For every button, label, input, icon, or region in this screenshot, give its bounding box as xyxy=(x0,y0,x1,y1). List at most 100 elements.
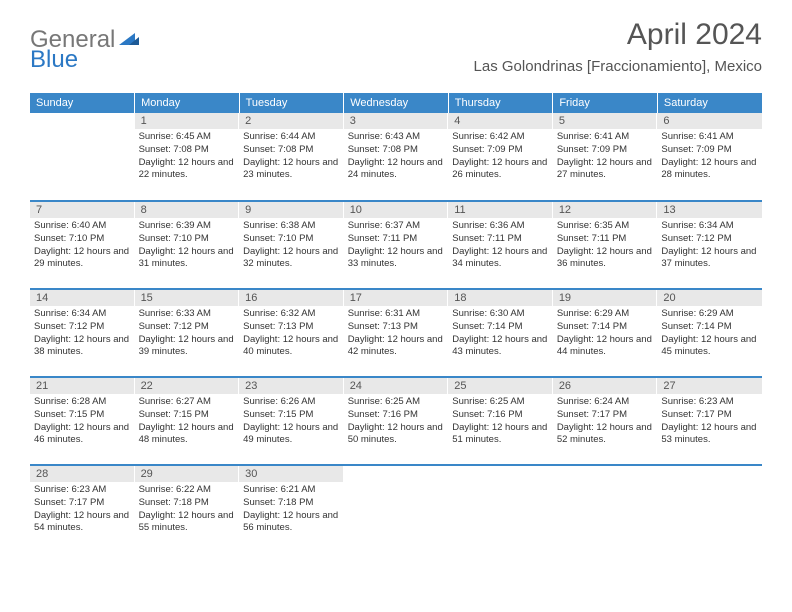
calendar-body: .1Sunrise: 6:45 AMSunset: 7:08 PMDayligh… xyxy=(30,113,762,553)
day-number: 19 xyxy=(553,290,658,306)
day-number: 11 xyxy=(448,202,553,218)
day-number: 15 xyxy=(135,290,240,306)
day-number: 28 xyxy=(30,466,135,482)
page-header: General April 2024 Las Golondrinas [Frac… xyxy=(0,0,792,83)
calendar-day-cell: 20Sunrise: 6:29 AMSunset: 7:14 PMDayligh… xyxy=(657,289,762,377)
calendar-day-cell: 12Sunrise: 6:35 AMSunset: 7:11 PMDayligh… xyxy=(553,201,658,289)
day-details: Sunrise: 6:42 AMSunset: 7:09 PMDaylight:… xyxy=(448,129,553,184)
day-details: Sunrise: 6:36 AMSunset: 7:11 PMDaylight:… xyxy=(448,218,553,273)
day-details: Sunrise: 6:24 AMSunset: 7:17 PMDaylight:… xyxy=(553,394,658,449)
day-details: Sunrise: 6:22 AMSunset: 7:18 PMDaylight:… xyxy=(135,482,240,537)
calendar-day-cell: . xyxy=(30,113,135,201)
day-number: 25 xyxy=(448,378,553,394)
calendar-day-cell: 4Sunrise: 6:42 AMSunset: 7:09 PMDaylight… xyxy=(448,113,553,201)
day-details: Sunrise: 6:21 AMSunset: 7:18 PMDaylight:… xyxy=(239,482,344,537)
day-number: 18 xyxy=(448,290,553,306)
day-details: Sunrise: 6:44 AMSunset: 7:08 PMDaylight:… xyxy=(239,129,344,184)
day-details: Sunrise: 6:25 AMSunset: 7:16 PMDaylight:… xyxy=(448,394,553,449)
calendar-day-cell: 10Sunrise: 6:37 AMSunset: 7:11 PMDayligh… xyxy=(344,201,449,289)
day-details: Sunrise: 6:41 AMSunset: 7:09 PMDaylight:… xyxy=(657,129,762,184)
day-number: 9 xyxy=(239,202,344,218)
day-details: Sunrise: 6:30 AMSunset: 7:14 PMDaylight:… xyxy=(448,306,553,361)
day-number: 2 xyxy=(239,113,344,129)
calendar-day-cell: 28Sunrise: 6:23 AMSunset: 7:17 PMDayligh… xyxy=(30,465,135,553)
day-number: 8 xyxy=(135,202,240,218)
page-title: April 2024 xyxy=(474,18,762,52)
calendar-day-cell: 6Sunrise: 6:41 AMSunset: 7:09 PMDaylight… xyxy=(657,113,762,201)
day-number: 3 xyxy=(344,113,449,129)
day-number: 24 xyxy=(344,378,449,394)
calendar-day-cell: 15Sunrise: 6:33 AMSunset: 7:12 PMDayligh… xyxy=(135,289,240,377)
day-details: Sunrise: 6:38 AMSunset: 7:10 PMDaylight:… xyxy=(239,218,344,273)
day-number: 23 xyxy=(239,378,344,394)
day-details: Sunrise: 6:29 AMSunset: 7:14 PMDaylight:… xyxy=(657,306,762,361)
title-block: April 2024 Las Golondrinas [Fraccionamie… xyxy=(474,18,762,75)
day-details: Sunrise: 6:23 AMSunset: 7:17 PMDaylight:… xyxy=(657,394,762,449)
day-details: Sunrise: 6:40 AMSunset: 7:10 PMDaylight:… xyxy=(30,218,135,273)
day-number: 21 xyxy=(30,378,135,394)
day-number: 14 xyxy=(30,290,135,306)
calendar-day-cell: 18Sunrise: 6:30 AMSunset: 7:14 PMDayligh… xyxy=(448,289,553,377)
calendar-day-cell: 13Sunrise: 6:34 AMSunset: 7:12 PMDayligh… xyxy=(657,201,762,289)
day-details: Sunrise: 6:35 AMSunset: 7:11 PMDaylight:… xyxy=(553,218,658,273)
calendar-week-row: 21Sunrise: 6:28 AMSunset: 7:15 PMDayligh… xyxy=(30,377,762,465)
day-details: Sunrise: 6:34 AMSunset: 7:12 PMDaylight:… xyxy=(657,218,762,273)
calendar-day-cell: 17Sunrise: 6:31 AMSunset: 7:13 PMDayligh… xyxy=(344,289,449,377)
calendar-day-cell: 9Sunrise: 6:38 AMSunset: 7:10 PMDaylight… xyxy=(239,201,344,289)
calendar-week-row: 28Sunrise: 6:23 AMSunset: 7:17 PMDayligh… xyxy=(30,465,762,553)
day-details: Sunrise: 6:28 AMSunset: 7:15 PMDaylight:… xyxy=(30,394,135,449)
day-number: 5 xyxy=(553,113,658,129)
calendar-day-cell: 30Sunrise: 6:21 AMSunset: 7:18 PMDayligh… xyxy=(239,465,344,553)
logo-triangle-icon xyxy=(119,31,139,47)
calendar-day-cell: 5Sunrise: 6:41 AMSunset: 7:09 PMDaylight… xyxy=(553,113,658,201)
day-header: Sunday xyxy=(30,93,135,113)
calendar-week-row: 14Sunrise: 6:34 AMSunset: 7:12 PMDayligh… xyxy=(30,289,762,377)
calendar-head: SundayMondayTuesdayWednesdayThursdayFrid… xyxy=(30,93,762,113)
day-details: Sunrise: 6:43 AMSunset: 7:08 PMDaylight:… xyxy=(344,129,449,184)
day-number: 12 xyxy=(553,202,658,218)
day-number: 6 xyxy=(657,113,762,129)
day-details: Sunrise: 6:31 AMSunset: 7:13 PMDaylight:… xyxy=(344,306,449,361)
day-number: 7 xyxy=(30,202,135,218)
day-number: 29 xyxy=(135,466,240,482)
calendar-day-cell xyxy=(448,465,553,553)
day-details: Sunrise: 6:33 AMSunset: 7:12 PMDaylight:… xyxy=(135,306,240,361)
day-details: Sunrise: 6:45 AMSunset: 7:08 PMDaylight:… xyxy=(135,129,240,184)
day-number: 20 xyxy=(657,290,762,306)
day-details: Sunrise: 6:26 AMSunset: 7:15 PMDaylight:… xyxy=(239,394,344,449)
day-header-row: SundayMondayTuesdayWednesdayThursdayFrid… xyxy=(30,93,762,113)
calendar-day-cell: 2Sunrise: 6:44 AMSunset: 7:08 PMDaylight… xyxy=(239,113,344,201)
calendar-week-row: .1Sunrise: 6:45 AMSunset: 7:08 PMDayligh… xyxy=(30,113,762,201)
calendar-day-cell: 21Sunrise: 6:28 AMSunset: 7:15 PMDayligh… xyxy=(30,377,135,465)
calendar-day-cell: 11Sunrise: 6:36 AMSunset: 7:11 PMDayligh… xyxy=(448,201,553,289)
day-details: Sunrise: 6:32 AMSunset: 7:13 PMDaylight:… xyxy=(239,306,344,361)
day-number: 27 xyxy=(657,378,762,394)
day-details: Sunrise: 6:25 AMSunset: 7:16 PMDaylight:… xyxy=(344,394,449,449)
day-number: 13 xyxy=(657,202,762,218)
calendar-table: SundayMondayTuesdayWednesdayThursdayFrid… xyxy=(30,93,762,553)
calendar-day-cell: 8Sunrise: 6:39 AMSunset: 7:10 PMDaylight… xyxy=(135,201,240,289)
calendar-day-cell: 14Sunrise: 6:34 AMSunset: 7:12 PMDayligh… xyxy=(30,289,135,377)
calendar-day-cell xyxy=(657,465,762,553)
calendar-week-row: 7Sunrise: 6:40 AMSunset: 7:10 PMDaylight… xyxy=(30,201,762,289)
calendar-day-cell: 25Sunrise: 6:25 AMSunset: 7:16 PMDayligh… xyxy=(448,377,553,465)
location-subtitle: Las Golondrinas [Fraccionamiento], Mexic… xyxy=(474,58,762,75)
calendar-day-cell: 29Sunrise: 6:22 AMSunset: 7:18 PMDayligh… xyxy=(135,465,240,553)
calendar-day-cell: 22Sunrise: 6:27 AMSunset: 7:15 PMDayligh… xyxy=(135,377,240,465)
calendar-day-cell: 7Sunrise: 6:40 AMSunset: 7:10 PMDaylight… xyxy=(30,201,135,289)
day-details: Sunrise: 6:29 AMSunset: 7:14 PMDaylight:… xyxy=(553,306,658,361)
day-header: Tuesday xyxy=(239,93,344,113)
day-details: Sunrise: 6:23 AMSunset: 7:17 PMDaylight:… xyxy=(30,482,135,537)
calendar-day-cell xyxy=(344,465,449,553)
day-header: Saturday xyxy=(657,93,762,113)
day-header: Monday xyxy=(135,93,240,113)
calendar-day-cell: 24Sunrise: 6:25 AMSunset: 7:16 PMDayligh… xyxy=(344,377,449,465)
day-details: Sunrise: 6:41 AMSunset: 7:09 PMDaylight:… xyxy=(553,129,658,184)
day-number: 16 xyxy=(239,290,344,306)
calendar-day-cell: 16Sunrise: 6:32 AMSunset: 7:13 PMDayligh… xyxy=(239,289,344,377)
calendar-day-cell: 1Sunrise: 6:45 AMSunset: 7:08 PMDaylight… xyxy=(135,113,240,201)
brand-second-line: Blue xyxy=(30,46,78,74)
calendar-day-cell: 27Sunrise: 6:23 AMSunset: 7:17 PMDayligh… xyxy=(657,377,762,465)
brand-part2: Blue xyxy=(30,46,78,73)
day-number: 30 xyxy=(239,466,344,482)
